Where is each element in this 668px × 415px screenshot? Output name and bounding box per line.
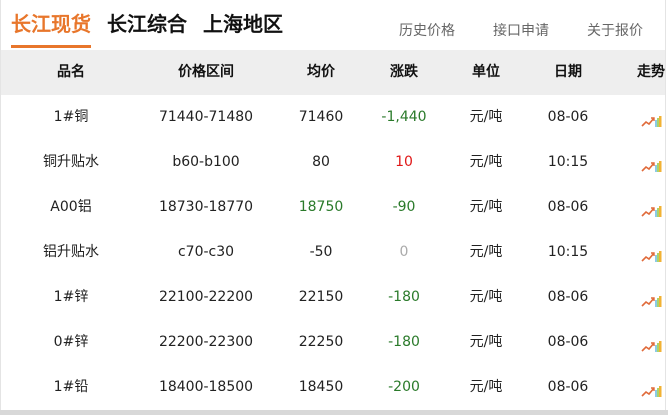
cell-unit: 元/吨 <box>469 289 503 305</box>
cell-avg: 22150 <box>298 289 344 305</box>
table-row: 1#锌 22100-22200 22150 -180 元/吨 08-06 <box>1 275 665 320</box>
cell-range: 71440-71480 <box>158 109 254 125</box>
table-row: 铜升贴水 b60-b100 80 10 元/吨 10:15 <box>1 140 665 185</box>
column-header-name: 品名 <box>57 64 85 80</box>
link-about-quotes[interactable]: 关于报价 <box>587 23 643 39</box>
cell-change: 0 <box>399 244 409 260</box>
cell-unit: 元/吨 <box>469 154 503 170</box>
cell-avg: 18750 <box>298 199 344 215</box>
link-api-apply[interactable]: 接口申请 <box>493 23 549 39</box>
trend-chart-icon[interactable] <box>641 292 663 307</box>
cell-name: 铜升贴水 <box>43 154 99 170</box>
table-header: 品名 价格区间 均价 涨跌 单位 日期 走势 <box>1 50 665 95</box>
cell-range: c70-c30 <box>177 244 235 260</box>
tab-changjiang-composite[interactable]: 长江综合 <box>107 12 187 36</box>
link-price-history[interactable]: 历史价格 <box>399 23 455 39</box>
cell-unit: 元/吨 <box>469 109 503 125</box>
cell-avg: 22250 <box>298 334 344 350</box>
tab-bar: 长江现货 长江综合 上海地区 <box>11 10 283 48</box>
table-row: A00铝 18730-18770 18750 -90 元/吨 08-06 <box>1 185 665 230</box>
cell-date: 08-06 <box>547 334 589 350</box>
cell-avg: 71460 <box>298 109 344 125</box>
cell-change: -180 <box>388 334 420 350</box>
table-row: 0#锌 22200-22300 22250 -180 元/吨 08-06 <box>1 320 665 365</box>
cell-date: 10:15 <box>547 244 589 260</box>
cell-change: 10 <box>395 154 413 170</box>
trend-chart-icon[interactable] <box>641 337 663 352</box>
cell-range: 18400-18500 <box>158 379 254 395</box>
table-row: 铝升贴水 c70-c30 -50 0 元/吨 10:15 <box>1 230 665 275</box>
trend-chart-icon[interactable] <box>641 382 663 397</box>
tab-changjiang-spot[interactable]: 长江现货 <box>11 10 91 48</box>
cell-date: 08-06 <box>547 199 589 215</box>
table-row: 1#铜 71440-71480 71460 -1,440 元/吨 08-06 <box>1 95 665 140</box>
cell-range: b60-b100 <box>172 154 240 170</box>
column-header-avg: 均价 <box>307 64 335 80</box>
cell-name: A00铝 <box>50 199 92 215</box>
cell-name: 1#锌 <box>53 289 89 305</box>
trend-chart-icon[interactable] <box>641 247 663 262</box>
cell-avg: 18450 <box>298 379 344 395</box>
column-header-range: 价格区间 <box>178 64 234 80</box>
cell-change: -1,440 <box>381 109 427 125</box>
cell-change: -200 <box>388 379 420 395</box>
cell-name: 0#锌 <box>53 334 89 350</box>
cell-range: 22200-22300 <box>158 334 254 350</box>
table-row: 1#铅 18400-18500 18450 -200 元/吨 08-06 <box>1 365 665 410</box>
trend-chart-icon[interactable] <box>641 202 663 217</box>
cell-date: 10:15 <box>547 154 589 170</box>
cell-avg: -50 <box>309 244 333 260</box>
cell-date: 08-06 <box>547 109 589 125</box>
column-header-unit: 单位 <box>472 64 500 80</box>
cell-range: 22100-22200 <box>158 289 254 305</box>
cell-unit: 元/吨 <box>469 244 503 260</box>
cell-change: -90 <box>392 199 416 215</box>
cell-range: 18730-18770 <box>158 199 254 215</box>
cell-unit: 元/吨 <box>469 334 503 350</box>
column-header-change: 涨跌 <box>390 64 418 80</box>
tab-shanghai-region[interactable]: 上海地区 <box>203 12 283 36</box>
cell-unit: 元/吨 <box>469 379 503 395</box>
cell-avg: 80 <box>312 154 330 170</box>
trend-chart-icon[interactable] <box>641 157 663 172</box>
cell-unit: 元/吨 <box>469 199 503 215</box>
column-header-date: 日期 <box>554 64 582 80</box>
cell-name: 铝升贴水 <box>43 244 99 260</box>
cell-change: -180 <box>388 289 420 305</box>
header-links: 历史价格 接口申请 关于报价 <box>399 20 643 40</box>
cell-name: 1#铅 <box>53 379 89 395</box>
cell-date: 08-06 <box>547 379 589 395</box>
trend-chart-icon[interactable] <box>641 112 663 127</box>
horizontal-scrollbar[interactable] <box>0 410 668 415</box>
cell-date: 08-06 <box>547 289 589 305</box>
column-header-trend: 走势 <box>637 64 665 80</box>
cell-name: 1#铜 <box>53 109 89 125</box>
